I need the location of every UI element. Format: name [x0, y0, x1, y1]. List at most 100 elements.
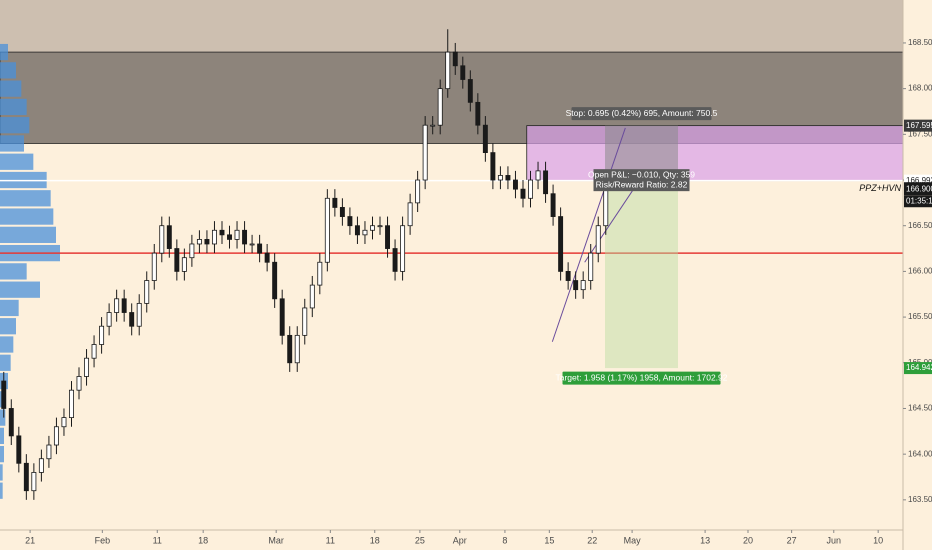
candle-body — [370, 225, 375, 231]
candle-body — [1, 380, 7, 409]
candle-body — [219, 229, 225, 236]
candle-body — [242, 229, 248, 245]
y-tick-label: 167.500 — [908, 129, 932, 138]
candle-body — [91, 344, 97, 359]
zone — [0, 0, 903, 53]
y-tick-label: 163.500 — [908, 495, 932, 504]
candle-body — [166, 225, 172, 249]
candle-body — [264, 252, 270, 263]
candle-body — [106, 312, 112, 327]
candle-body — [309, 284, 315, 309]
candle-body — [129, 312, 135, 327]
candle-body — [294, 334, 300, 364]
price-label: 164.942 — [906, 363, 932, 372]
x-tick-label: 10 — [873, 535, 883, 545]
stop-label-box — [571, 107, 712, 121]
x-tick-label: 25 — [415, 535, 425, 545]
x-axis-strip — [0, 530, 932, 550]
candle-body — [159, 225, 165, 254]
candle-body — [8, 408, 14, 437]
candle-body — [189, 243, 195, 259]
candle-body — [543, 170, 549, 195]
trendline — [584, 179, 641, 263]
candle-body — [31, 472, 37, 492]
volume-profile-bar — [0, 409, 6, 426]
candle-body — [332, 197, 338, 208]
candle-body — [227, 234, 232, 240]
pnl-label: Open P&L: −0.010, Qty: 359 — [588, 169, 695, 179]
candle-body — [279, 298, 285, 336]
candle-body — [467, 79, 473, 103]
candle-body — [400, 225, 406, 272]
countdown: 01:35:17 — [906, 196, 932, 205]
x-tick-label: Mar — [268, 535, 284, 545]
x-tick-label: Jun — [827, 535, 842, 545]
price-label-box — [904, 362, 932, 375]
candle-body — [234, 229, 240, 240]
candle-body — [99, 325, 105, 345]
candle-body — [362, 229, 368, 236]
volume-profile-bar — [0, 135, 24, 152]
y-tick-label: 166.500 — [908, 221, 932, 230]
price-label-box — [904, 119, 932, 132]
candle-body — [339, 207, 345, 217]
candle-body — [377, 225, 383, 228]
candle-body — [302, 307, 308, 336]
volume-profile-bar — [0, 281, 40, 298]
volume-profile-bar — [0, 299, 19, 317]
candle-body — [573, 280, 579, 291]
candle-body — [317, 261, 323, 286]
countdown-box — [904, 195, 932, 208]
candle-body — [422, 124, 428, 181]
candle-body — [84, 357, 90, 377]
volume-profile-bar — [0, 263, 27, 280]
candle-body — [445, 51, 451, 90]
volume-profile-bar — [0, 464, 3, 481]
candle-body — [114, 298, 120, 313]
candle-body — [38, 458, 44, 473]
candle-body — [136, 302, 142, 327]
volume-profile-bar — [0, 427, 4, 445]
x-tick-label: 11 — [326, 535, 335, 545]
candle-body — [23, 462, 29, 492]
x-tick-label: 18 — [370, 535, 380, 545]
candle-body — [174, 248, 180, 272]
candle-body — [46, 444, 52, 460]
candle-body — [505, 175, 511, 181]
candle-body — [550, 193, 556, 217]
candle-body — [415, 179, 421, 204]
candle-body — [482, 124, 488, 154]
candle-body — [528, 179, 533, 199]
x-tick-label: May — [624, 535, 642, 545]
candle-body — [392, 248, 398, 272]
y-tick-label: 168.500 — [908, 38, 932, 47]
y-tick-label: 165.500 — [908, 312, 932, 321]
volume-profile-bar — [0, 117, 30, 134]
volume-profile-bar — [0, 336, 14, 353]
price-label: 167.595 — [906, 121, 932, 130]
volume-profile-bar — [0, 43, 8, 61]
target-area — [605, 189, 679, 369]
volume-profile-bar — [0, 354, 11, 371]
volume-profile-bar — [0, 226, 56, 243]
trendline — [551, 127, 626, 342]
volume-profile-bar — [0, 153, 34, 170]
price-label: 166.900 — [906, 184, 932, 193]
x-tick-label: 11 — [153, 535, 162, 545]
candle-body — [354, 225, 360, 236]
y-tick-label: 164.000 — [908, 449, 932, 458]
candle-body — [558, 216, 564, 272]
volume-profile-bar — [0, 208, 54, 225]
candle-body — [257, 243, 263, 254]
candle-body — [53, 426, 59, 446]
candle-body — [520, 188, 526, 199]
candle-body — [535, 170, 541, 181]
candle-body — [121, 298, 127, 313]
stop-label: Stop: 0.695 (0.42%) 695, Amount: 750.5 — [566, 108, 718, 118]
candle-body — [475, 101, 481, 126]
volume-profile-bar — [0, 318, 16, 335]
x-tick-label: 27 — [787, 535, 797, 545]
x-tick-label: Feb — [95, 535, 111, 545]
price-label: 166.993 — [906, 176, 932, 185]
